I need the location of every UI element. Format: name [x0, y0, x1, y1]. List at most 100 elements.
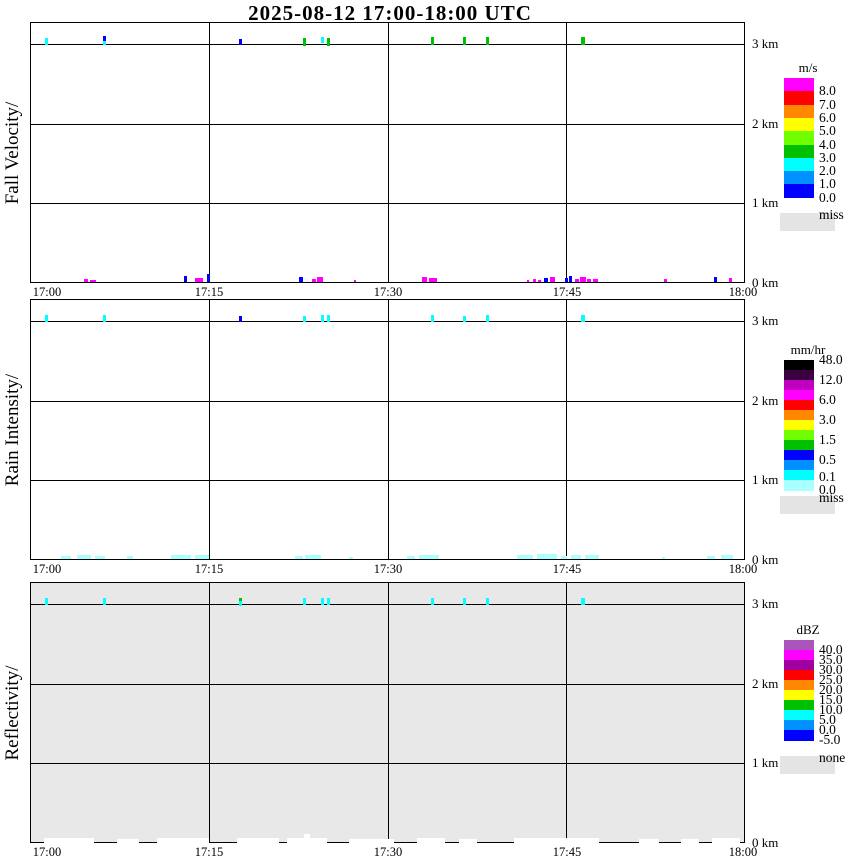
missing-legend-label: none [819, 750, 846, 765]
gridline-time-0 [209, 299, 210, 560]
colorbar-tick-label: 5.0 [819, 712, 836, 727]
surface-mark [207, 274, 210, 282]
colorbar-segment [784, 380, 814, 391]
x-tick-label: 18:00 [728, 562, 758, 576]
colorbar-segment [784, 730, 814, 741]
x-tick-label: 17:30 [373, 285, 403, 299]
gridline-time-1 [388, 582, 389, 843]
echo-mark [463, 598, 466, 605]
x-tick-label: 17:00 [32, 562, 62, 576]
gridline-km-2 [30, 480, 745, 482]
y-axis-label-right: 2 km [752, 675, 779, 691]
surface-mark [593, 279, 598, 282]
echo-mark [431, 598, 434, 605]
echo-mark [327, 38, 330, 46]
colorbar-segment [784, 131, 814, 145]
gridline-km-0 [30, 44, 745, 45]
echo-mark [581, 37, 585, 45]
colorbar-tick-label: 6.0 [819, 109, 836, 125]
surface-mark [237, 838, 279, 843]
colorbar-tick-label: 3.0 [819, 149, 836, 165]
y-axis-label-right: 1 km [752, 472, 779, 488]
x-tick-label: 17:30 [373, 562, 403, 576]
gridline-time-0 [209, 22, 210, 283]
y-axis-label-right: 1 km [752, 195, 779, 211]
gridline-time-2 [566, 299, 567, 560]
colorbar-tick-label: 5.0 [819, 123, 836, 139]
colorbar-segment [784, 640, 814, 651]
colorbar-segment [784, 720, 814, 731]
surface-mark [538, 280, 541, 282]
surface-mark [517, 555, 533, 559]
missing-legend-box [780, 212, 835, 231]
surface-mark [533, 279, 536, 282]
surface-mark [569, 276, 572, 282]
gridline-km-2 [30, 203, 745, 205]
colorbar-tick-label: 3.0 [819, 412, 836, 427]
gridline-km-1 [30, 683, 745, 685]
colorbar-segment [784, 117, 814, 132]
echo-mark [45, 315, 48, 322]
echo-mark [45, 38, 48, 45]
surface-mark [729, 278, 732, 282]
echo-mark [303, 38, 306, 46]
colorbar-tick-label: 2.0 [819, 163, 836, 179]
surface-mark [429, 278, 437, 282]
surface-mark [349, 839, 394, 843]
surface-mark [544, 278, 548, 282]
surface-mark [95, 556, 105, 559]
colorbar-tick-label: 12.0 [819, 372, 843, 387]
panel-ylabel-1: Rain Intensity/ [2, 373, 23, 486]
x-tick-label: 17:45 [552, 562, 582, 576]
plot-area-1 [30, 299, 745, 560]
surface-mark [312, 279, 316, 282]
missing-legend-label: miss [819, 206, 844, 222]
surface-mark [317, 277, 323, 282]
colorbar-title: mm/hr [790, 342, 826, 357]
colorbar-tick-label: 0.0 [819, 482, 836, 497]
surface-mark [514, 838, 599, 843]
colorbar-tick-label: 4.0 [819, 136, 836, 152]
colorbar-segment [784, 91, 814, 106]
echo-mark [303, 316, 306, 322]
echo-mark [103, 315, 106, 322]
echo-mark [321, 315, 324, 322]
echo-mark [486, 598, 489, 605]
surface-mark [662, 557, 665, 559]
echo-mark [239, 316, 242, 322]
echo-mark [581, 598, 585, 605]
panel-ylabel-2: Reflectivity/ [2, 665, 23, 760]
colorbar-segment [784, 670, 814, 681]
colorbar-segment [784, 430, 814, 441]
colorbar-segment [784, 360, 814, 371]
colorbar-segment [784, 460, 814, 471]
colorbar-segment [784, 690, 814, 701]
echo-mark [239, 601, 242, 606]
surface-mark [157, 838, 209, 843]
surface-mark [84, 279, 88, 282]
colorbar-tick-label: 20.0 [819, 682, 843, 697]
gridline-time-0 [209, 582, 210, 843]
colorbar-tick-label: 35.0 [819, 652, 843, 667]
echo-mark [321, 598, 324, 605]
surface-mark [527, 280, 529, 282]
echo-mark [463, 316, 466, 322]
surface-mark [61, 556, 71, 559]
x-tick-label: 17:15 [194, 845, 224, 859]
gridline-time-2 [566, 582, 567, 843]
surface-mark [195, 555, 209, 559]
gridline-time-2 [566, 22, 567, 283]
surface-mark [575, 279, 579, 282]
colorbar-segment [784, 184, 814, 199]
missing-legend-box [780, 756, 835, 774]
chart-title: 2025-08-12 17:00-18:00 UTC [248, 1, 532, 25]
colorbar-segment [784, 650, 814, 661]
surface-mark [304, 834, 310, 843]
plot-area-2 [30, 582, 745, 843]
colorbar-segment [784, 700, 814, 711]
x-tick-label: 18:00 [728, 845, 758, 859]
colorbar-tick-label: 6.0 [819, 392, 836, 407]
surface-mark [407, 556, 415, 559]
gridline-km-0 [30, 604, 745, 605]
